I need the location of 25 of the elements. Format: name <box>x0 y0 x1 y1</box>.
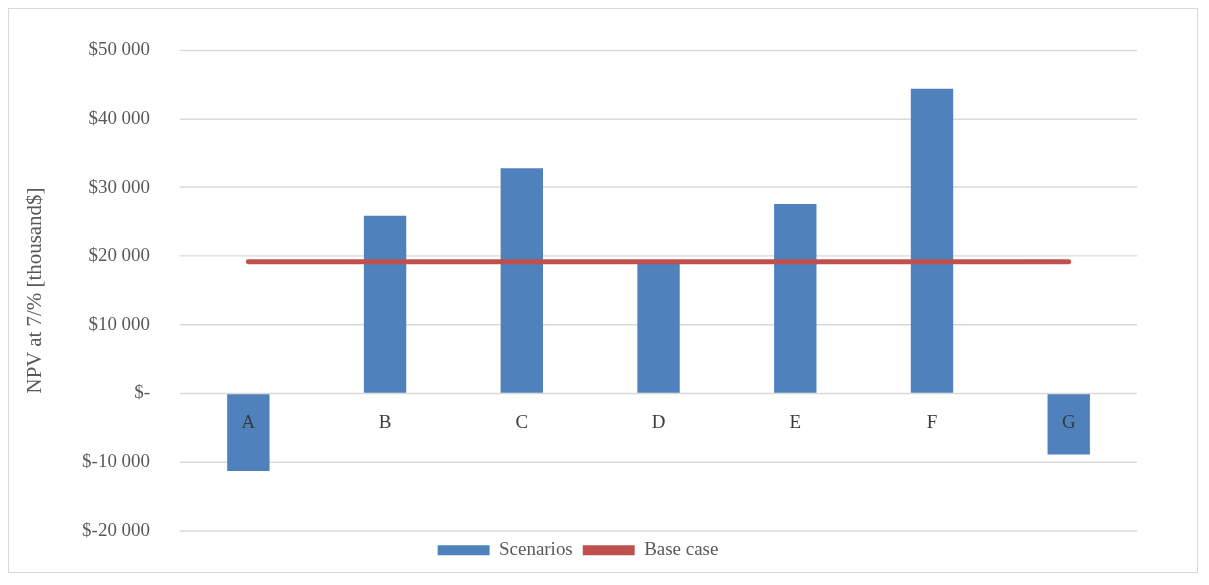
bar <box>774 204 817 393</box>
y-tick-label: $20 000 <box>88 244 151 266</box>
x-tick-label: F <box>926 410 938 432</box>
x-tick-label: E <box>789 410 802 432</box>
bar <box>1047 394 1090 455</box>
bar <box>363 215 407 393</box>
bar <box>227 394 270 472</box>
y-tick-label: $50 000 <box>88 38 151 60</box>
bar <box>637 262 680 393</box>
x-tick-label: A <box>241 410 256 432</box>
x-tick-label: D <box>651 410 666 432</box>
legend-label: Scenarios <box>499 538 573 560</box>
bar <box>500 168 544 393</box>
y-tick-label: $-10 000 <box>82 450 151 472</box>
y-tick-label: $40 000 <box>88 106 151 128</box>
x-tick-label: B <box>378 410 392 432</box>
y-axis-title: NPV at 7/% [thousand$] <box>22 187 47 394</box>
x-tick-label: G <box>1061 410 1076 432</box>
y-tick-label: $10 000 <box>88 312 151 334</box>
bar <box>910 88 954 393</box>
y-tick-label: $-20 000 <box>82 518 151 540</box>
y-tick-label: $30 000 <box>88 175 151 197</box>
y-tick-label: $- <box>134 381 151 403</box>
legend-label: Base case <box>644 538 719 560</box>
x-tick-label: C <box>515 410 529 432</box>
